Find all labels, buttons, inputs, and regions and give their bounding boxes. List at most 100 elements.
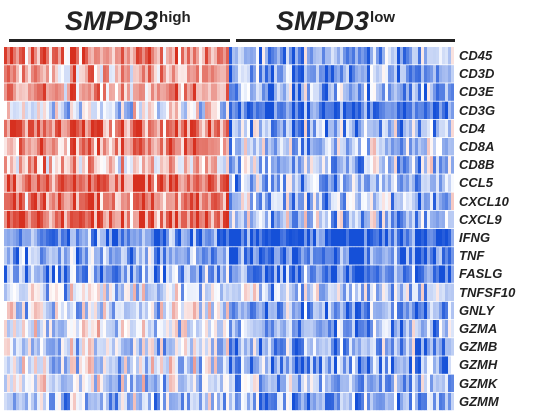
heatmap-cell (196, 65, 200, 83)
heatmap-cell (427, 192, 431, 210)
heatmap-cell (298, 65, 302, 83)
heatmap-cell (433, 210, 437, 229)
heatmap-cell (121, 392, 125, 411)
heatmap-cell (238, 156, 242, 174)
heatmap-cell (382, 47, 386, 65)
heatmap-cell (130, 174, 134, 192)
heatmap-cell (79, 138, 83, 156)
heatmap-cell (109, 174, 113, 192)
heatmap-cell (199, 301, 203, 320)
heatmap-cell (181, 192, 185, 210)
heatmap-cell (379, 83, 383, 101)
heatmap-cell (427, 138, 431, 156)
heatmap-cell (325, 283, 329, 301)
heatmap-cell (298, 283, 302, 301)
heatmap-cell (298, 374, 302, 392)
heatmap-cell (316, 101, 320, 119)
heatmap-cell (232, 119, 236, 138)
heatmap-cell (91, 101, 95, 119)
heatmap-cell (202, 229, 206, 247)
heatmap-cell (133, 338, 137, 356)
heatmap-cell (211, 192, 215, 210)
heatmap-cell (322, 138, 326, 156)
heatmap-cell (136, 47, 140, 65)
heatmap-cell (97, 192, 101, 210)
heatmap-cell (124, 283, 128, 301)
heatmap-cell (178, 65, 182, 83)
heatmap-cell (253, 101, 257, 119)
heatmap-cell (43, 101, 47, 119)
heatmap-cell (295, 301, 299, 320)
heatmap-cell (55, 320, 59, 338)
heatmap-cell (286, 247, 290, 265)
heatmap-cell (121, 265, 125, 283)
heatmap-cell (250, 101, 254, 119)
heatmap-cell (214, 265, 218, 283)
heatmap-cell (418, 47, 422, 65)
heatmap-cell (64, 119, 68, 138)
heatmap-cell (91, 301, 95, 320)
heatmap-cell (154, 83, 158, 101)
heatmap-cell (178, 283, 182, 301)
heatmap-cell (160, 229, 164, 247)
heatmap-cell (223, 138, 227, 156)
heatmap-cell (247, 83, 251, 101)
heatmap-cell (25, 356, 29, 374)
heatmap-cell (211, 229, 215, 247)
heatmap-cell (412, 174, 416, 192)
heatmap-cell (226, 119, 230, 138)
heatmap-cell (199, 338, 203, 356)
heatmap-cell (379, 356, 383, 374)
heatmap-cell (445, 210, 449, 229)
heatmap-cell (127, 283, 131, 301)
heatmap-cell (424, 229, 428, 247)
heatmap-cell (385, 192, 389, 210)
heatmap-cell (238, 247, 242, 265)
row-label-faslg: FASLG (459, 266, 503, 282)
heatmap-cell (49, 356, 53, 374)
heatmap-cell (427, 65, 431, 83)
heatmap-cell (157, 338, 161, 356)
heatmap-cell (331, 174, 335, 192)
row-label-cxcl10: CXCL10 (459, 193, 509, 209)
heatmap-cell (61, 101, 65, 119)
heatmap-cell (367, 338, 371, 356)
heatmap-cell (229, 210, 233, 229)
heatmap-cell (16, 174, 20, 192)
heatmap-cell (346, 174, 350, 192)
heatmap-cell (448, 83, 452, 101)
heatmap-cell (451, 229, 454, 247)
row-label-gzmk: GZMK (459, 375, 498, 391)
heatmap-cell (67, 83, 71, 101)
heatmap-cell (64, 101, 68, 119)
heatmap-cell (307, 210, 311, 229)
heatmap-cell (439, 265, 443, 283)
heatmap-cell (109, 210, 113, 229)
heatmap-cell (358, 392, 362, 411)
heatmap-cell (154, 174, 158, 192)
heatmap-cell (349, 174, 353, 192)
heatmap-cell (28, 210, 32, 229)
heatmap-cell (10, 83, 14, 101)
heatmap-cell (124, 356, 128, 374)
heatmap-cell (133, 156, 137, 174)
heatmap-cell (40, 283, 44, 301)
row-label-gzma: GZMA (459, 321, 498, 336)
heatmap-cell (319, 101, 323, 119)
heatmap-cell (145, 229, 149, 247)
heatmap-cell (421, 138, 425, 156)
heatmap-cell (184, 192, 188, 210)
row-label-tnfsf10: TNFSF10 (459, 284, 516, 300)
heatmap-cell (67, 374, 71, 392)
heatmap-cell (370, 356, 374, 374)
heatmap-cell (244, 83, 248, 101)
heatmap-cell (100, 47, 104, 65)
heatmap-cell (316, 47, 320, 65)
heatmap-cell (13, 174, 17, 192)
heatmap-cell (394, 283, 398, 301)
heatmap-cell (439, 338, 443, 356)
heatmap-cell (205, 356, 209, 374)
heatmap-cell (130, 374, 134, 392)
heatmap-cell (304, 47, 308, 65)
heatmap-cell (367, 83, 371, 101)
